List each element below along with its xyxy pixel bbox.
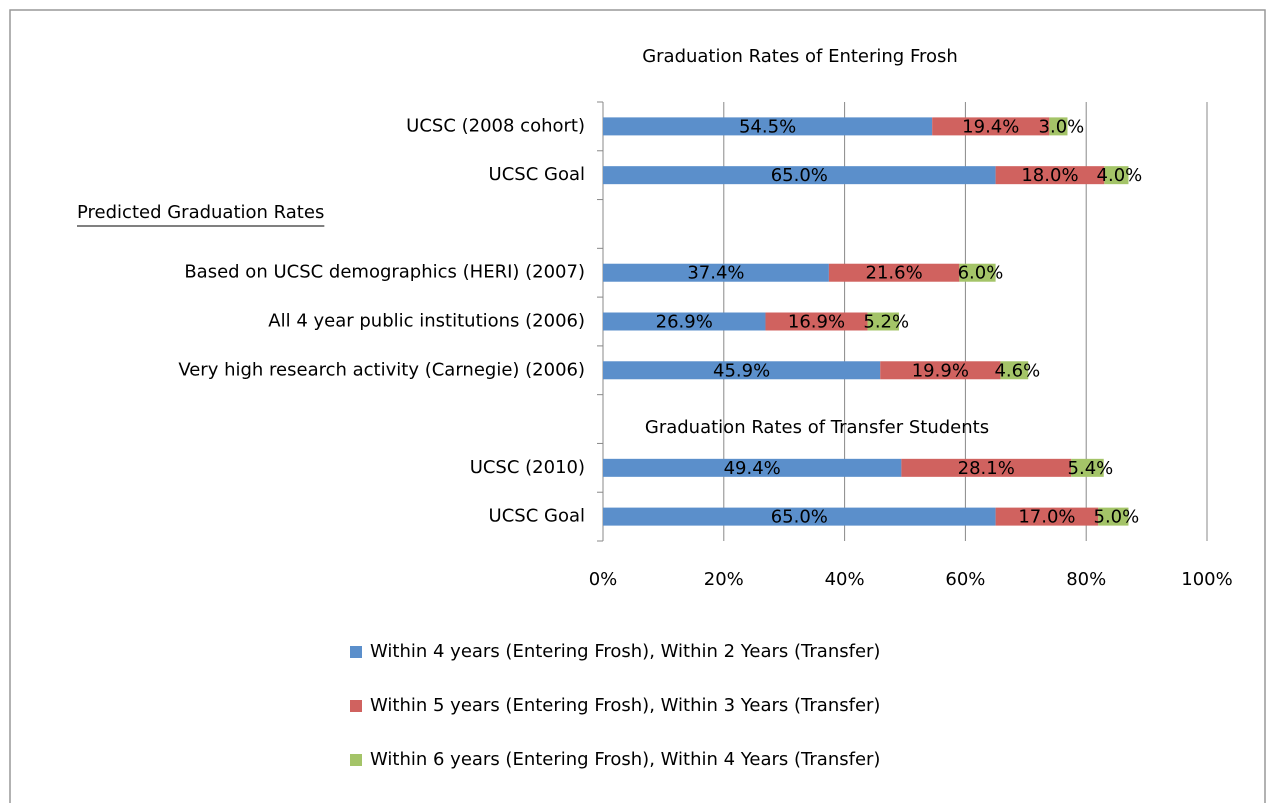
chart-frame [9,9,1266,803]
y-tick-label: UCSC Goal [489,164,585,185]
bar-segment [603,361,881,380]
data-label: 19.4% [962,116,1019,137]
data-label: 5.4% [1068,458,1114,479]
data-label: 16.9% [788,312,845,333]
x-tick-label: 40% [825,569,865,590]
legend-swatch [350,754,362,766]
legend-label: Within 6 years (Entering Frosh), Within … [370,749,880,770]
y-tick-label: Very high research activity (Carnegie) (… [178,359,585,380]
data-label: 37.4% [687,263,744,284]
bar-segment [901,458,1072,477]
data-label: 6.0% [958,263,1004,284]
bar-segment [603,263,829,282]
annotation: Predicted Graduation Rates [77,202,324,223]
chart-title: Graduation Rates of Entering Frosh [642,46,958,67]
data-label: 26.9% [656,312,713,333]
x-tick-label: 20% [704,569,744,590]
bar-segment [867,312,899,331]
y-tick-label: All 4 year public institutions (2006) [268,311,585,332]
legend-label: Within 4 years (Entering Frosh), Within … [370,641,880,662]
y-tick-label: UCSC (2008 cohort) [406,115,585,136]
y-tick-label: Based on UCSC demographics (HERI) (2007) [184,262,585,283]
data-label: 19.9% [912,360,969,381]
bar-segment [603,117,933,136]
data-label: 18.0% [1021,165,1078,186]
bar-segment [603,458,902,477]
data-label: 5.2% [863,312,909,333]
bar-segment [880,361,1001,380]
bar-segment [828,263,960,282]
data-label: 45.9% [713,360,770,381]
bar-segment [765,312,868,331]
legend-swatch [350,646,362,658]
data-label: 65.0% [771,507,828,528]
bar-segment [1071,458,1104,477]
data-label: 4.6% [994,360,1040,381]
data-label: 3.0% [1039,116,1085,137]
data-label: 54.5% [739,116,796,137]
data-label: 49.4% [724,458,781,479]
data-label: 4.0% [1097,165,1143,186]
data-label: 5.0% [1094,507,1140,528]
bar-segment [1049,117,1068,136]
bar-segment [603,507,996,526]
bar-segment [1098,507,1129,526]
data-label: 28.1% [958,458,1015,479]
x-tick-label: 0% [589,569,618,590]
bar-segment [603,166,996,185]
bar-segment [603,312,766,331]
x-tick-label: 60% [945,569,985,590]
annotation: Graduation Rates of Transfer Students [645,417,989,438]
bar-segment [995,166,1105,185]
x-tick-label: 100% [1181,569,1232,590]
bar-segment [932,117,1050,136]
data-label: 21.6% [866,263,923,284]
bar-segment [1000,361,1029,380]
bar-segment [995,507,1099,526]
data-label: 17.0% [1018,507,1075,528]
data-label: 65.0% [771,165,828,186]
bar-segment [959,263,996,282]
legend-label: Within 5 years (Entering Frosh), Within … [370,695,880,716]
y-tick-label: UCSC Goal [489,506,585,527]
bar-segment [1104,166,1129,185]
y-tick-label: UCSC (2010) [470,457,585,478]
legend-swatch [350,700,362,712]
x-tick-label: 80% [1066,569,1106,590]
